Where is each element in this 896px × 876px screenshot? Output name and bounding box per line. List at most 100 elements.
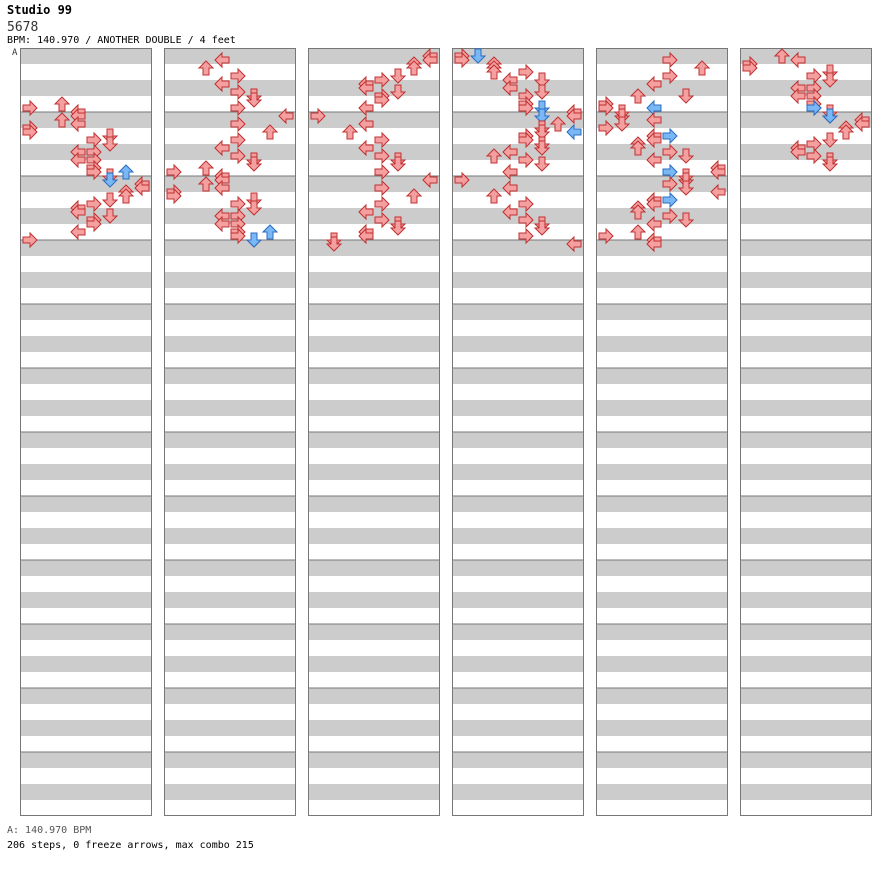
beat-stripe <box>164 784 296 800</box>
beat-stripe <box>740 768 872 784</box>
beat-stripe <box>20 688 152 704</box>
beat-stripe <box>308 800 440 816</box>
beat-stripe <box>164 240 296 256</box>
beat-stripe <box>452 496 584 512</box>
beat-stripe <box>20 736 152 752</box>
beat-stripe <box>452 688 584 704</box>
beat-stripe <box>452 400 584 416</box>
beat-stripe <box>20 384 152 400</box>
beat-stripe <box>740 48 872 64</box>
beat-stripe <box>164 304 296 320</box>
beat-stripe <box>20 240 152 256</box>
chart-column <box>740 48 872 816</box>
beat-stripe <box>596 464 728 480</box>
beat-stripe <box>740 240 872 256</box>
beat-stripe <box>20 752 152 768</box>
beat-stripe <box>452 544 584 560</box>
beat-stripe <box>20 528 152 544</box>
beat-stripe <box>308 384 440 400</box>
beat-stripe <box>164 800 296 816</box>
beat-stripe <box>164 128 296 144</box>
beat-stripe <box>596 256 728 272</box>
beat-stripe <box>452 384 584 400</box>
beat-stripe <box>740 800 872 816</box>
beat-stripe <box>740 496 872 512</box>
beat-stripe <box>452 80 584 96</box>
column-border <box>596 48 728 816</box>
column-border <box>452 48 584 816</box>
beat-stripe <box>740 288 872 304</box>
beat-stripe <box>164 528 296 544</box>
beat-stripe <box>164 512 296 528</box>
beat-stripe <box>596 96 728 112</box>
beat-stripe <box>308 64 440 80</box>
beat-stripe <box>452 144 584 160</box>
beat-stripe <box>452 192 584 208</box>
beat-stripe <box>452 96 584 112</box>
beat-stripe <box>596 80 728 96</box>
beat-stripe <box>740 352 872 368</box>
beat-stripe <box>596 496 728 512</box>
beat-stripe <box>740 656 872 672</box>
beat-stripe <box>452 448 584 464</box>
beat-stripe <box>452 48 584 64</box>
beat-stripe <box>20 672 152 688</box>
beat-stripe <box>740 624 872 640</box>
beat-stripe <box>308 704 440 720</box>
bpm-marker-label: A <box>12 48 18 58</box>
beat-stripe <box>452 656 584 672</box>
footer-stats: 206 steps, 0 freeze arrows, max combo 21… <box>7 840 254 851</box>
column-border <box>740 48 872 816</box>
chart-column <box>596 48 728 816</box>
beat-stripe <box>740 272 872 288</box>
beat-stripe <box>164 272 296 288</box>
beat-stripe <box>164 352 296 368</box>
beat-stripe <box>740 192 872 208</box>
beat-stripe <box>452 768 584 784</box>
beat-stripe <box>308 576 440 592</box>
beat-stripe <box>20 592 152 608</box>
beat-stripe <box>308 112 440 128</box>
beat-stripe <box>164 752 296 768</box>
beat-stripe <box>20 128 152 144</box>
beat-stripe <box>452 464 584 480</box>
beat-stripe <box>452 752 584 768</box>
beat-stripe <box>308 640 440 656</box>
beat-stripe <box>740 448 872 464</box>
beat-stripe <box>452 352 584 368</box>
beat-stripe <box>596 160 728 176</box>
beat-stripe <box>596 432 728 448</box>
beat-stripe <box>452 576 584 592</box>
beat-stripe <box>596 800 728 816</box>
beat-stripe <box>20 320 152 336</box>
beat-stripe <box>164 80 296 96</box>
beat-stripe <box>452 160 584 176</box>
beat-stripe <box>596 352 728 368</box>
beat-stripe <box>164 672 296 688</box>
beat-stripe <box>20 624 152 640</box>
beat-stripe <box>596 640 728 656</box>
beat-stripe <box>740 720 872 736</box>
beat-stripe <box>308 160 440 176</box>
beat-stripe <box>740 640 872 656</box>
beat-stripe <box>740 144 872 160</box>
beat-stripe <box>740 416 872 432</box>
beat-stripe <box>20 176 152 192</box>
beat-stripe <box>740 128 872 144</box>
beat-stripe <box>20 304 152 320</box>
beat-stripe <box>308 128 440 144</box>
beat-stripe <box>308 528 440 544</box>
beat-stripe <box>596 336 728 352</box>
beat-stripe <box>308 512 440 528</box>
beat-stripe <box>452 432 584 448</box>
beat-stripe <box>452 784 584 800</box>
beat-stripe <box>308 144 440 160</box>
beat-stripe <box>740 384 872 400</box>
beat-stripe <box>164 416 296 432</box>
beat-stripe <box>596 592 728 608</box>
beat-stripe <box>164 160 296 176</box>
beat-stripe <box>164 288 296 304</box>
beat-stripe <box>308 272 440 288</box>
beat-stripe <box>596 208 728 224</box>
beat-stripe <box>596 704 728 720</box>
